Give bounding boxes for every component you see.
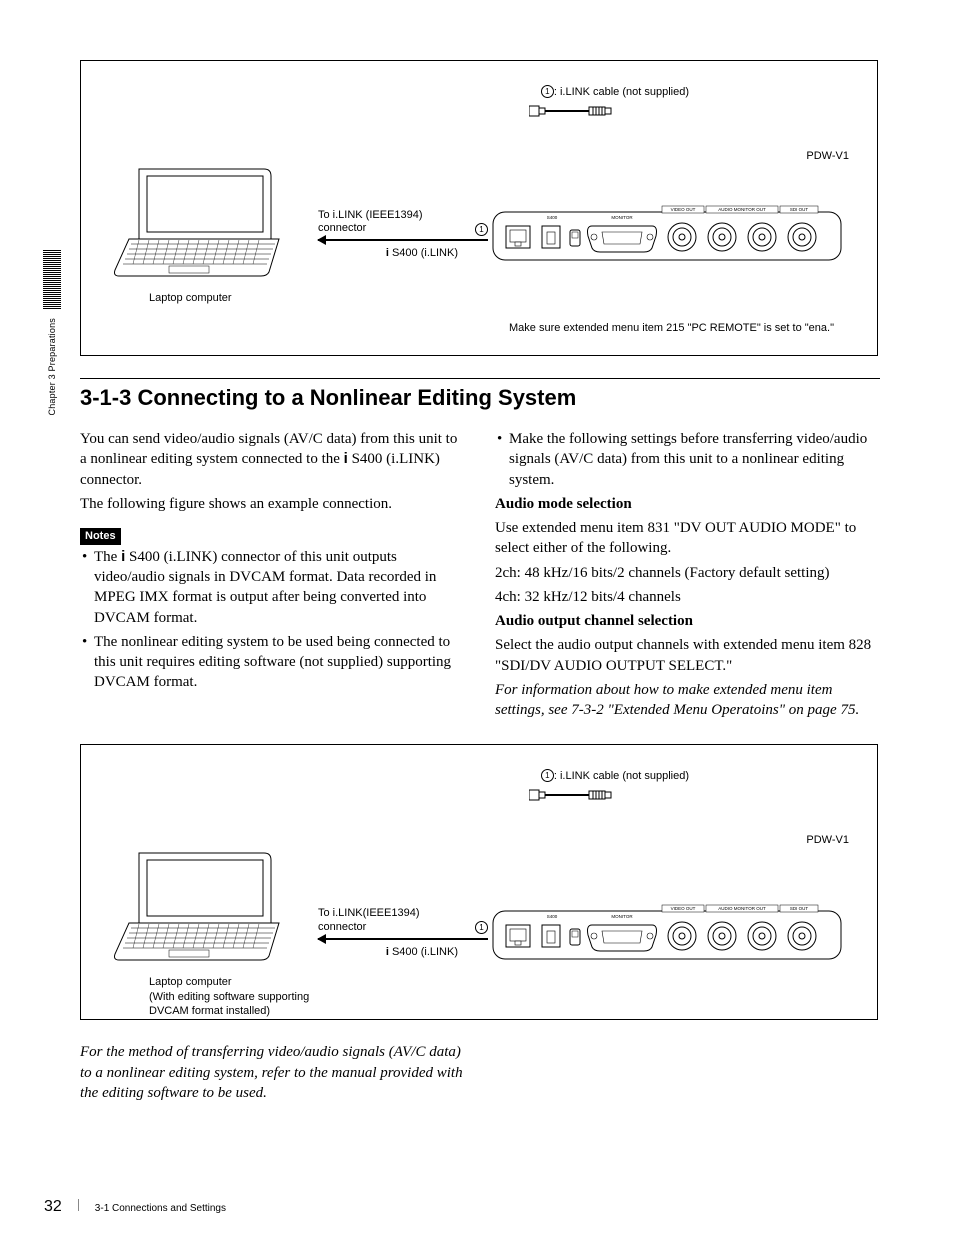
audio-out-head: Audio output channel selection [495,611,880,631]
svg-text:VIDEO OUT: VIDEO OUT [671,906,696,911]
right-column: Make the following settings before trans… [495,429,880,724]
notes-list: The i S400 (i.LINK) connector of this un… [80,547,465,693]
svg-text:S400: S400 [547,215,558,220]
svg-text:AUDIO MONITOR OUT: AUDIO MONITOR OUT [718,906,766,911]
svg-text:MONITOR: MONITOR [611,914,633,919]
page-content: 1: i.LINK cable (not supplied) PDW-V1 [80,60,880,1103]
audio-mode-p1: Use extended menu item 831 "DV OUT AUDIO… [495,518,880,559]
right-bullet-1: Make the following settings before trans… [509,429,880,490]
laptop-caption: Laptop computer [99,291,314,305]
body-columns: You can send video/audio signals (AV/C d… [80,429,880,724]
laptop-caption-bottom: Laptop computer (With editing software s… [99,975,314,1018]
audio-mode-head: Audio mode selection [495,494,880,514]
svg-text:SDI OUT: SDI OUT [790,207,809,212]
device-rear-panel-icon: VIDEO OUT AUDIO MONITOR OUT SDI OUT MONI… [492,204,842,262]
notes-badge: Notes [80,528,121,545]
section-title: 3-1-3 Connecting to a Nonlinear Editing … [80,385,880,411]
cable-icon-bottom [529,786,629,804]
connection-arrow-block: To i.LINK (IEEE1394) connector 1 i S400 … [318,209,488,261]
cable-label: 1: i.LINK cable (not supplied) [541,86,689,98]
right-bullets: Make the following settings before trans… [495,429,880,490]
closing-note: For the method of transferring video/aud… [80,1042,465,1103]
note-item-1: The i S400 (i.LINK) connector of this un… [94,547,465,628]
cable-label-bottom: 1: i.LINK cable (not supplied) [541,770,689,782]
diagram-bottom: 1: i.LINK cable (not supplied) PDW-V1 [80,744,878,1020]
left-column: You can send video/audio signals (AV/C d… [80,429,465,724]
diagram-top: 1: i.LINK cable (not supplied) PDW-V1 [80,60,878,356]
section-rule [80,378,880,379]
intro-para-1: You can send video/audio signals (AV/C d… [80,429,465,490]
footer-divider [78,1199,79,1211]
diagram-note: Make sure extended menu item 215 "PC REM… [509,321,849,336]
svg-text:SDI OUT: SDI OUT [790,906,809,911]
barcode-decoration [43,250,61,310]
device-rear-panel-icon-bottom: VIDEO OUT AUDIO MONITOR OUT SDI OUT MONI… [492,903,842,961]
page-footer: 32 3-1 Connections and Settings [44,1198,226,1216]
arrow-icon [318,239,488,241]
laptop-icon [99,164,289,284]
laptop-icon-bottom [99,848,289,968]
note-item-2: The nonlinear editing system to be used … [94,632,465,693]
audio-out-p1: Select the audio output channels with ex… [495,635,880,676]
footer-section-label: 3-1 Connections and Settings [95,1203,226,1214]
connection-arrow-block-bottom: To i.LINK(IEEE1394) connector 1 i S400 (… [318,907,488,959]
device-model-label: PDW-V1 [99,150,859,162]
intro-para-2: The following figure shows an example co… [80,494,465,514]
audio-mode-p3: 4ch: 32 kHz/12 bits/4 channels [495,587,880,607]
ref-note: For information about how to make extend… [495,680,880,721]
chapter-side-label: Chapter 3 Preparations [47,318,57,415]
side-margin: Chapter 3 Preparations [42,250,62,420]
page-number: 32 [44,1198,62,1216]
device-model-label-bottom: PDW-V1 [99,834,859,846]
svg-text:S400: S400 [547,914,558,919]
svg-text:MONITOR: MONITOR [611,215,633,220]
audio-mode-p2: 2ch: 48 kHz/16 bits/2 channels (Factory … [495,563,880,583]
cable-icon [529,102,629,120]
svg-text:AUDIO MONITOR OUT: AUDIO MONITOR OUT [718,207,766,212]
svg-text:VIDEO OUT: VIDEO OUT [671,207,696,212]
arrow-icon-bottom [318,938,488,940]
